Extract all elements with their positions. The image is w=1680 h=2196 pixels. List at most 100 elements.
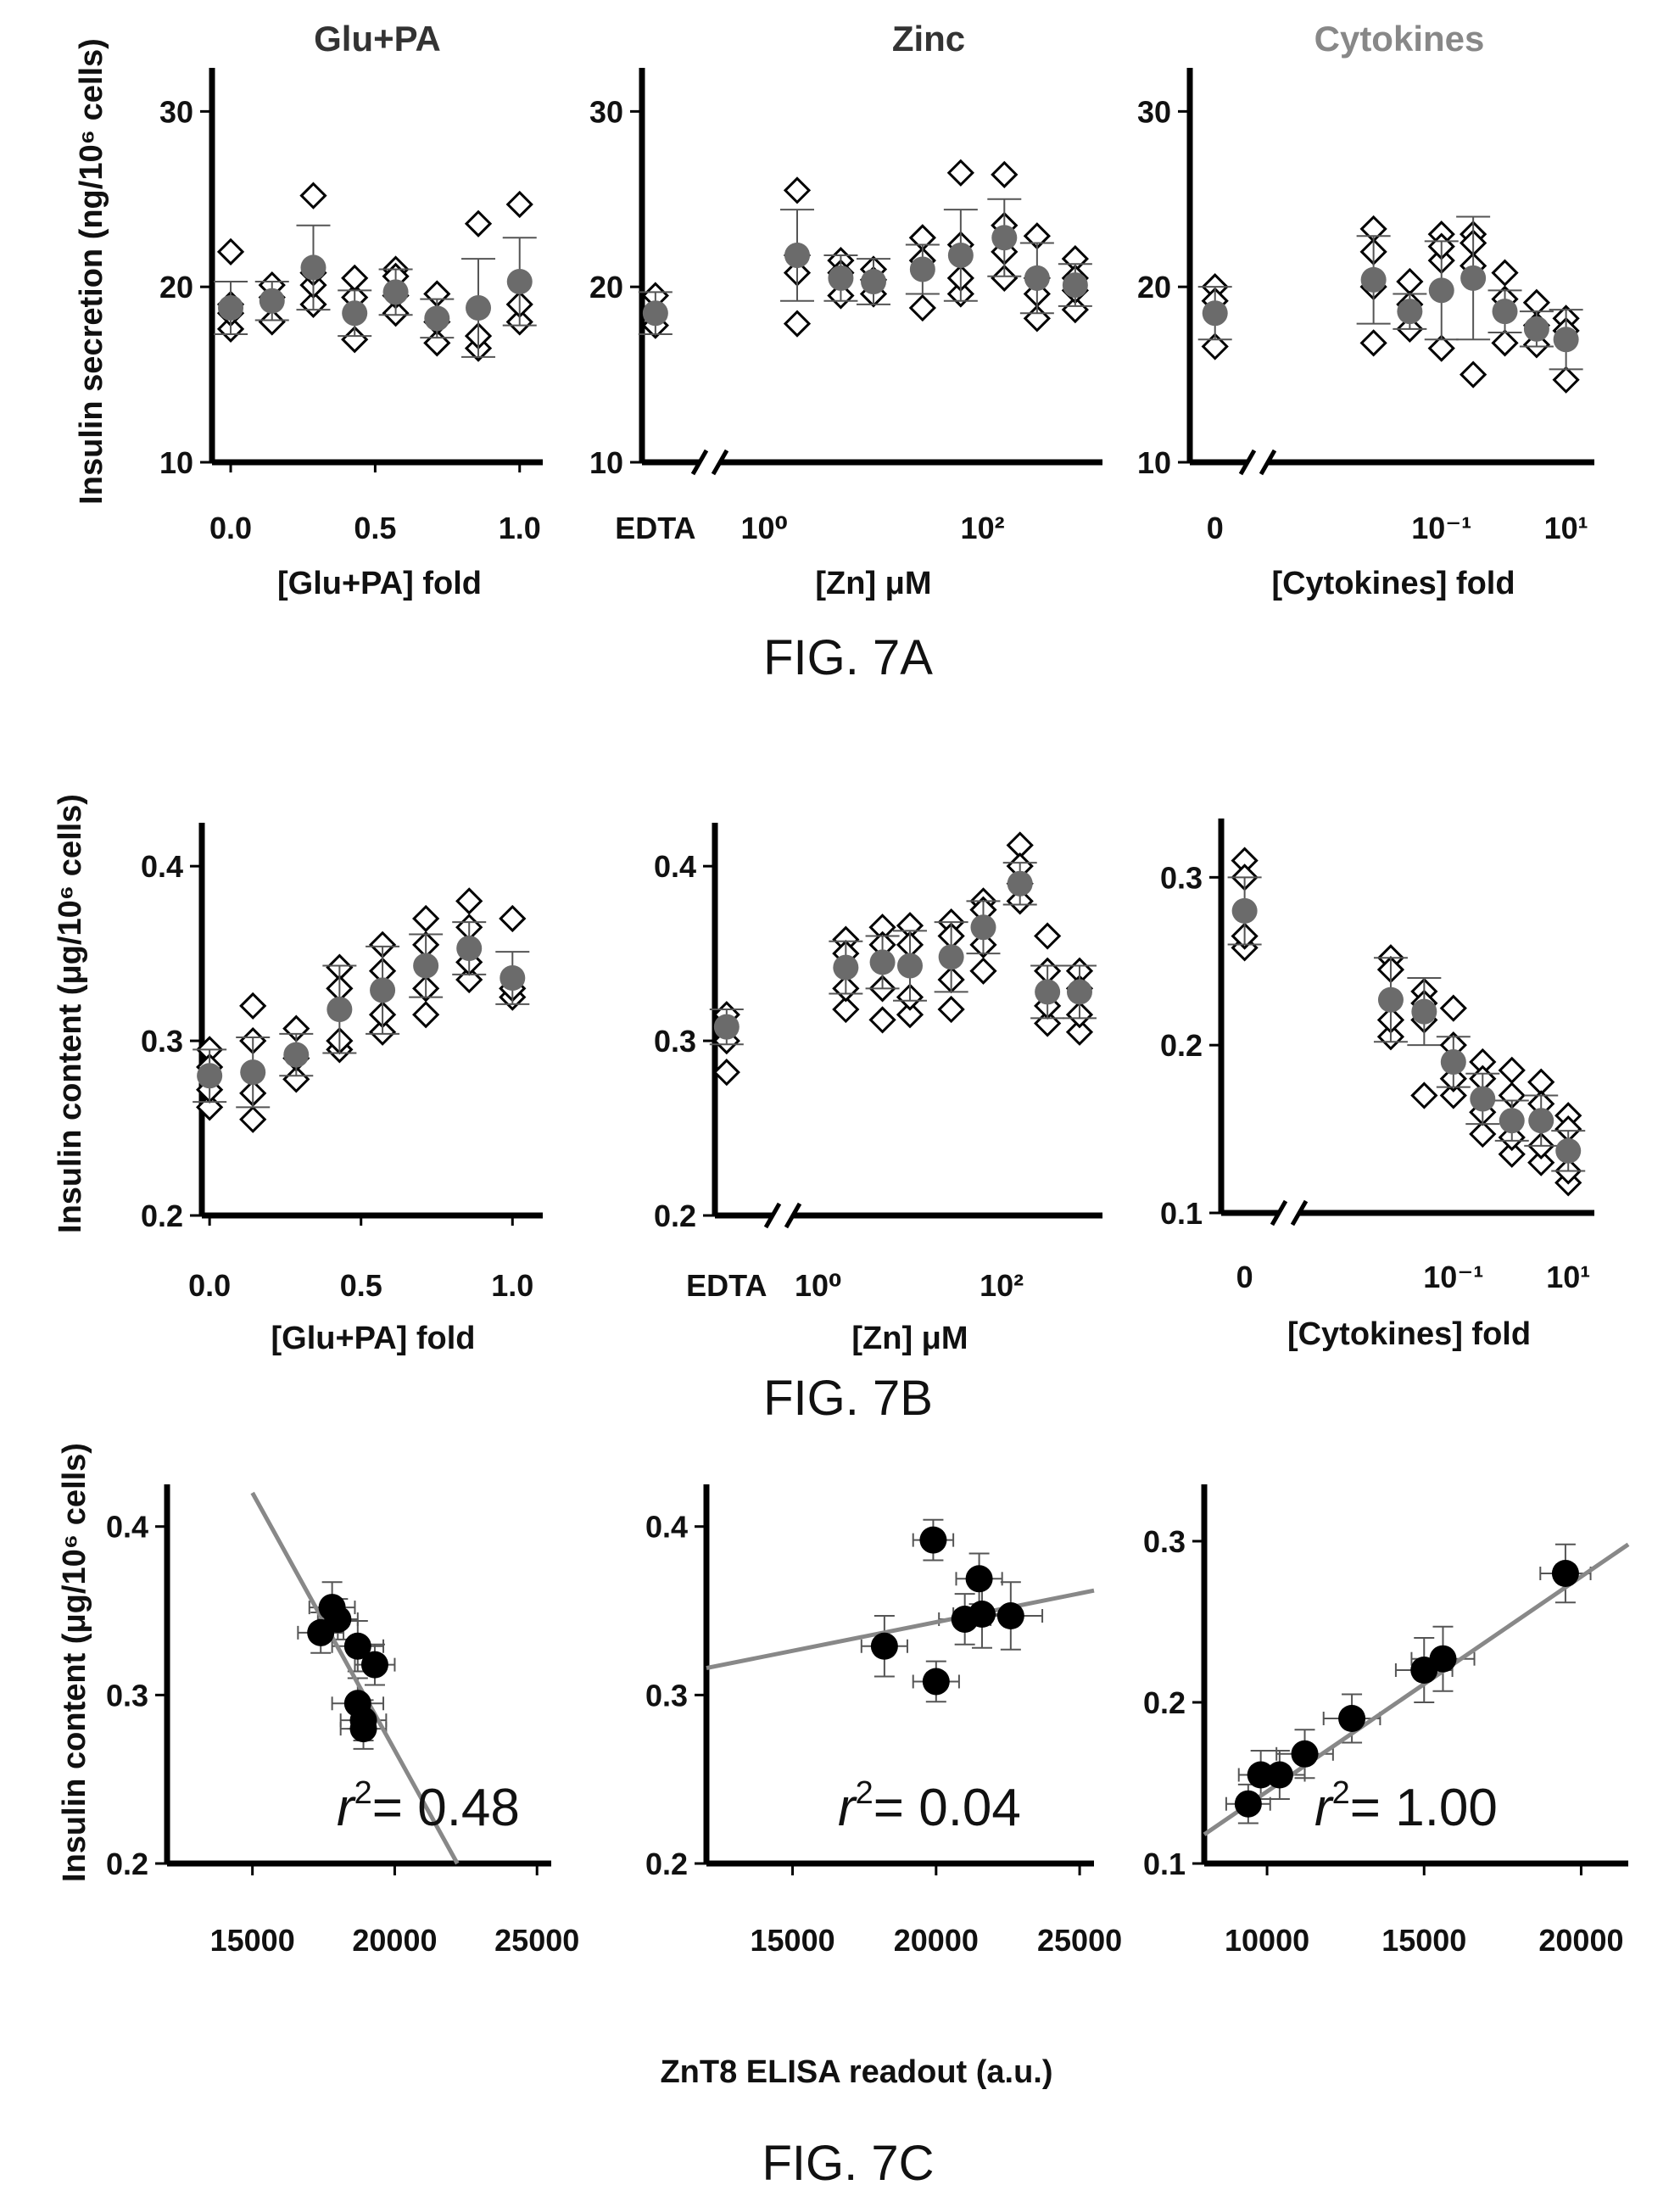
y-tick-label: 20 [159,270,193,305]
x-tick-label: 0.5 [340,1268,382,1303]
y-tick-label: 30 [159,94,193,129]
r-symbol: r [1314,1779,1334,1837]
mean-point [970,914,996,941]
mean-point [327,997,353,1023]
x-tick-label: 0.0 [209,511,252,545]
mean-point [784,242,810,268]
mean-point [259,288,285,314]
mean-point [713,1014,740,1040]
x-tick-label: 10² [980,1268,1024,1303]
replicate-point [1498,1140,1526,1168]
axis-break-mark [1238,449,1257,476]
y-tick-label: 0.3 [645,1678,688,1713]
mean-point [1440,1048,1466,1075]
y-axis-label: Insulin content (μg/10⁶ cells) [57,1443,92,1882]
replicate-point [299,182,327,210]
axis-break-mark [690,449,709,476]
r-exponent: 2 [354,1775,372,1811]
x-tick-label: 25000 [1037,1923,1122,1958]
mean-point [1024,265,1050,291]
mean-point [506,268,533,294]
data-point [1265,1761,1293,1789]
replicate-point [712,1059,740,1087]
mean-point [413,953,439,979]
y-tick-label: 20 [1137,270,1171,305]
x-tick-label: 0.0 [188,1268,231,1303]
replicate-point [412,1001,440,1029]
panel-title: Glu+PA [314,19,441,59]
mean-point [1397,299,1423,325]
mean-point [218,295,244,321]
y-tick-label: 0.3 [1143,1524,1186,1559]
x-axis-label: [Glu+PA] fold [271,1321,476,1356]
replicate-point [946,159,974,187]
replicate-point [1065,1018,1094,1046]
replicate-point [868,1006,896,1034]
data-point [1247,1761,1275,1789]
y-tick-label: 0.3 [654,1024,696,1059]
x-tick-label: EDTA [615,511,695,545]
data-point [965,1565,993,1593]
x-tick-label: 20000 [894,1923,979,1958]
mean-point [828,265,854,291]
replicate-point [1498,1056,1526,1084]
data-point [324,1605,352,1633]
replicate-point [505,190,533,219]
x-axis-label: [Glu+PA] fold [277,566,482,601]
x-tick-label: 10⁻¹ [1423,1260,1483,1294]
replicate-point [1491,259,1519,287]
r-squared-annotation: r2= 0.48 [337,1775,520,1837]
mean-point [938,944,964,970]
mean-point [1066,979,1092,1005]
mean-point [1007,870,1033,897]
x-tick-label: 1.0 [491,1268,533,1303]
panel-title: Cytokines [1314,19,1485,59]
panel-7C-3: 0.1 0.2 0.3 10000 15000 20000 r2= 1.00 [1143,1484,1630,1958]
panel-7B-1: Insulin content (μg/10⁶ cells) [Glu+PA] f… [53,794,543,1356]
replicate-point [499,904,527,933]
replicate-point [783,310,812,338]
mean-point [1499,1108,1525,1134]
x-tick-label: 10⁰ [795,1268,842,1303]
x-axis-label: [Cytokines] fold [1271,566,1515,601]
axis-break-mark [784,1202,802,1229]
mean-point [300,254,327,281]
replicate-point [908,293,936,322]
fit-line [706,1588,1095,1671]
replicate-point [258,308,286,336]
axis-break-mark [1290,1199,1309,1227]
y-tick-label: 30 [1137,94,1171,129]
replicate-point [991,264,1019,292]
mean-point [869,949,896,975]
axis-break-mark [763,1202,782,1229]
y-tick-label: 10 [159,445,193,480]
panel-7C-2: 0.2 0.3 0.4 15000 20000 25000 r2= 0.04 [645,1484,1122,1958]
mean-point [1035,979,1061,1005]
replicate-point [1427,334,1455,362]
replicate-point [216,237,245,265]
r-squared-annotation: r2= 0.04 [838,1775,1021,1837]
data-point [1291,1740,1319,1768]
x-tick-label: 25000 [494,1923,579,1958]
data-point [996,1602,1024,1630]
data-point [922,1668,950,1696]
mean-point [283,1042,310,1068]
mean-point [1062,272,1088,299]
y-tick-label: 0.3 [106,1678,148,1713]
mean-point [370,977,396,1003]
replicate-point [455,965,483,994]
replicate-point [991,160,1019,188]
mean-point [991,225,1018,251]
y-tick-label: 0.2 [654,1199,696,1233]
y-tick-label: 0.4 [654,849,696,884]
data-point [1551,1560,1579,1587]
fig-7a-label: FIG. 7A [763,630,933,685]
mean-point [1202,300,1228,327]
y-axis-label: Insulin content (μg/10⁶ cells) [53,794,88,1233]
y-tick-label: 0.3 [141,1024,183,1059]
r-exponent: 2 [856,1775,873,1811]
x-tick-label: 10000 [1225,1923,1309,1958]
data-point [360,1651,388,1679]
data-point [349,1707,377,1735]
